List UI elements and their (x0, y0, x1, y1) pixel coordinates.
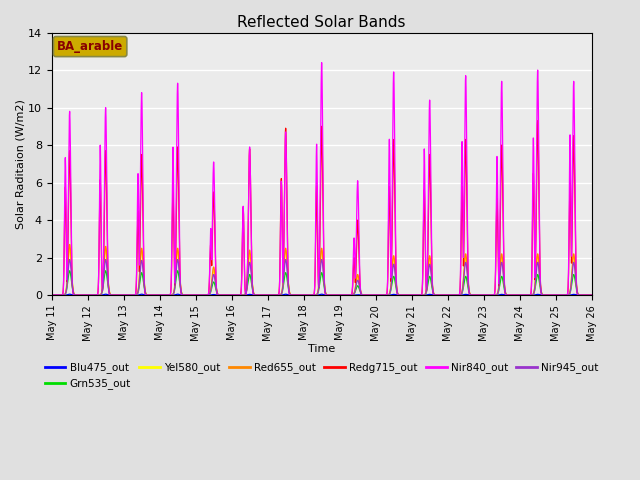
Y-axis label: Solar Raditaion (W/m2): Solar Raditaion (W/m2) (15, 99, 25, 229)
Title: Reflected Solar Bands: Reflected Solar Bands (237, 15, 406, 30)
X-axis label: Time: Time (308, 344, 335, 353)
Text: BA_arable: BA_arable (57, 40, 124, 53)
Legend: Blu475_out, Grn535_out, Yel580_out, Red655_out, Redg715_out, Nir840_out, Nir945_: Blu475_out, Grn535_out, Yel580_out, Red6… (40, 358, 603, 394)
